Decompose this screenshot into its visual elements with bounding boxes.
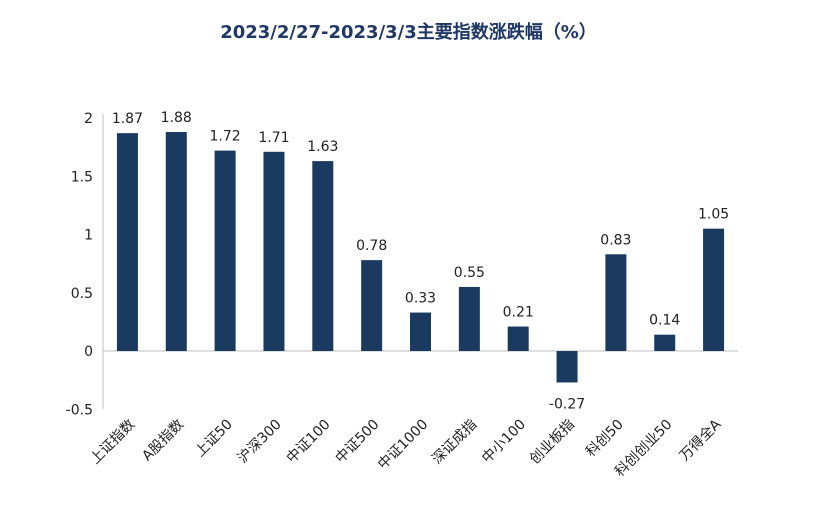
y-tick-label: 1 <box>84 228 93 244</box>
x-tick-label: A股指数 <box>139 417 187 465</box>
bar <box>556 351 578 383</box>
bar <box>263 151 285 351</box>
data-label: 0.33 <box>405 291 436 307</box>
x-tick-label: 上证50 <box>192 417 236 461</box>
x-tick-label: 科创50 <box>583 417 627 461</box>
data-label: 1.88 <box>161 110 192 126</box>
chart-title: 2023/2/27-2023/3/3主要指数涨跌幅（%） <box>220 22 597 43</box>
x-tick-label: 中小100 <box>479 417 529 467</box>
y-tick-label: 0 <box>84 344 93 360</box>
data-label: 1.63 <box>307 139 338 155</box>
data-label: 1.05 <box>698 207 729 223</box>
x-tick-label: 中证1000 <box>375 417 431 473</box>
bar <box>605 254 627 351</box>
data-label: 0.55 <box>454 265 485 281</box>
data-label: 0.83 <box>600 232 631 248</box>
y-tick-label: 1.5 <box>71 169 93 185</box>
y-tick-label: -0.5 <box>66 402 93 418</box>
data-label: 0.78 <box>356 238 387 254</box>
x-tick-label: 深证成指 <box>429 417 480 468</box>
x-tick-label: 中证100 <box>284 417 334 467</box>
bar <box>703 228 725 351</box>
data-label: 0.14 <box>649 313 680 329</box>
data-label: 1.87 <box>112 111 143 127</box>
x-tick-label: 上证指数 <box>87 417 138 468</box>
data-label: -0.27 <box>549 396 585 412</box>
bar <box>165 131 187 351</box>
data-label: 1.71 <box>258 130 289 146</box>
x-tick-label: 创业板指 <box>527 417 578 468</box>
bar <box>507 326 529 351</box>
bar <box>116 133 138 351</box>
data-label: 1.72 <box>210 129 241 145</box>
bar <box>654 334 676 351</box>
bar <box>214 150 236 351</box>
bar <box>410 312 431 351</box>
y-tick-label: 0.5 <box>71 286 93 302</box>
bar <box>458 286 480 351</box>
bar <box>312 161 334 351</box>
x-tick-label: 中证500 <box>332 417 382 467</box>
x-tick-label: 沪深300 <box>235 417 285 467</box>
bar <box>361 260 383 351</box>
y-tick-label: 2 <box>84 111 93 127</box>
x-tick-label: 万得全A <box>676 416 725 465</box>
data-label: 0.21 <box>503 305 534 321</box>
